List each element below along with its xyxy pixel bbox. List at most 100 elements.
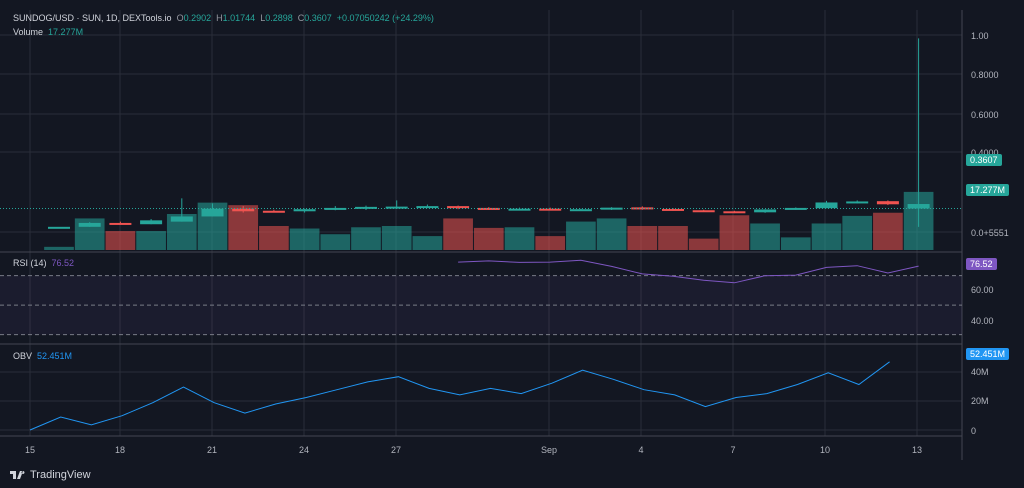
volume-badge: 17.277M bbox=[966, 184, 1010, 196]
time-tick-label: 4 bbox=[638, 445, 643, 455]
rsi-band bbox=[0, 275, 962, 335]
candle-body bbox=[109, 222, 132, 225]
tradingview-label: TradingView bbox=[30, 469, 91, 481]
volume-bar bbox=[412, 236, 443, 250]
time-tick-label: 27 bbox=[391, 445, 401, 455]
volume-bar bbox=[688, 238, 719, 250]
obv-value: 52.451M bbox=[37, 351, 73, 361]
close-label: C bbox=[297, 13, 305, 23]
candle-body bbox=[170, 216, 193, 222]
obv-tick-label: 40M bbox=[971, 367, 989, 377]
time-tick-label: 10 bbox=[820, 445, 830, 455]
volume-bar bbox=[596, 218, 627, 250]
volume-bar bbox=[873, 212, 903, 250]
volume-header: Volume 17.277M bbox=[13, 27, 83, 37]
time-tick-label: 7 bbox=[730, 445, 735, 455]
volume-bar bbox=[443, 218, 473, 250]
obv-panel bbox=[29, 361, 890, 431]
candle-body bbox=[447, 206, 470, 209]
candle-body bbox=[754, 209, 777, 213]
high-label: H bbox=[216, 13, 223, 23]
candles bbox=[0, 38, 962, 229]
volume-bar bbox=[627, 226, 658, 250]
candle-body bbox=[416, 206, 439, 209]
obv-tick-label: 0 bbox=[971, 426, 976, 436]
volume-bar bbox=[504, 227, 535, 250]
candle-body bbox=[569, 209, 592, 212]
volume-bar bbox=[780, 237, 811, 250]
volume-bar bbox=[351, 227, 381, 250]
low-value: 0.2898 bbox=[265, 13, 293, 23]
candle-body bbox=[539, 208, 562, 211]
volume-bar bbox=[658, 226, 688, 250]
rsi-label: RSI (14) bbox=[13, 258, 47, 268]
time-tick-label: 13 bbox=[912, 445, 922, 455]
panel-separators bbox=[0, 10, 963, 460]
volume-bar bbox=[535, 236, 566, 250]
change-value: +0.07050242 (+24.29%) bbox=[336, 13, 434, 23]
candle-body bbox=[876, 201, 899, 205]
open-value: 0.2902 bbox=[183, 13, 212, 23]
candle-body bbox=[355, 206, 377, 209]
candle-body bbox=[385, 206, 408, 209]
price-badge: 0.3607 bbox=[966, 154, 1002, 166]
open-label: O bbox=[176, 13, 184, 23]
volume-label: Volume bbox=[13, 27, 44, 37]
volume-bar bbox=[228, 205, 259, 250]
close-value: 0.3607 bbox=[304, 13, 332, 23]
candle-body bbox=[692, 210, 715, 213]
candle-body bbox=[262, 210, 285, 213]
candle-body bbox=[600, 207, 623, 210]
volume-bar bbox=[44, 246, 74, 250]
time-tick-label: Sep bbox=[541, 445, 557, 455]
symbol-header: SUNDOG/USD · SUN, 1D, DEXTools.io O0.290… bbox=[13, 13, 434, 23]
volume-bar bbox=[259, 226, 289, 250]
candle-body bbox=[907, 204, 930, 209]
tradingview-logo[interactable]: TradingView bbox=[10, 469, 91, 481]
time-tick-label: 21 bbox=[207, 445, 217, 455]
candle-body bbox=[723, 211, 746, 214]
candle-body bbox=[293, 209, 316, 212]
volume-bar bbox=[105, 231, 136, 250]
candle-body bbox=[846, 201, 869, 204]
price-tick-label: 0.0+5551 bbox=[971, 228, 1009, 238]
rsi-panel bbox=[0, 259, 962, 336]
volume-bar bbox=[320, 234, 351, 250]
candle-body bbox=[477, 207, 500, 210]
price-tick-label: 0.4000 bbox=[971, 148, 999, 158]
grid bbox=[0, 10, 962, 436]
time-tick-label: 15 bbox=[25, 445, 35, 455]
obv-badge: 52.451M bbox=[966, 348, 1010, 360]
obv-header: OBV 52.451M bbox=[13, 351, 72, 361]
volume-bar bbox=[566, 221, 596, 250]
price-tick-label: 0.6000 bbox=[971, 110, 999, 120]
volume-bar bbox=[473, 227, 504, 250]
volume-bar bbox=[842, 215, 873, 250]
candle-body bbox=[78, 222, 101, 227]
candle-body bbox=[201, 208, 224, 217]
rsi-badge: 76.52 bbox=[966, 258, 997, 270]
axis-labels: 1.00 0.8000 0.6000 0.4000 0.0+5551 60.00 40.00… bbox=[25, 31, 1009, 455]
rsi-tick-label: 60.00 bbox=[971, 285, 994, 295]
volume-bar bbox=[750, 223, 780, 250]
candle-body bbox=[815, 202, 838, 209]
obv-label: OBV bbox=[13, 351, 33, 361]
candle-body bbox=[324, 207, 347, 210]
symbol-title: SUNDOG/USD · SUN, 1D, DEXTools.io bbox=[13, 13, 172, 23]
volume-value: 17.277M bbox=[48, 27, 84, 37]
rsi-value: 76.52 bbox=[51, 258, 75, 268]
volume-bar bbox=[136, 231, 166, 250]
tradingview-icon bbox=[10, 471, 25, 479]
time-tick-label: 18 bbox=[115, 445, 125, 455]
rsi-line bbox=[458, 259, 919, 284]
candle-body bbox=[662, 208, 684, 211]
candle-body bbox=[508, 208, 531, 211]
rsi-tick-label: 40.00 bbox=[971, 316, 994, 326]
time-tick-label: 24 bbox=[299, 445, 309, 455]
obv-line bbox=[29, 361, 890, 431]
volume-bar bbox=[719, 215, 750, 250]
volume-bar bbox=[811, 223, 842, 250]
volume-bar bbox=[289, 228, 320, 250]
low-label: L bbox=[260, 13, 266, 23]
